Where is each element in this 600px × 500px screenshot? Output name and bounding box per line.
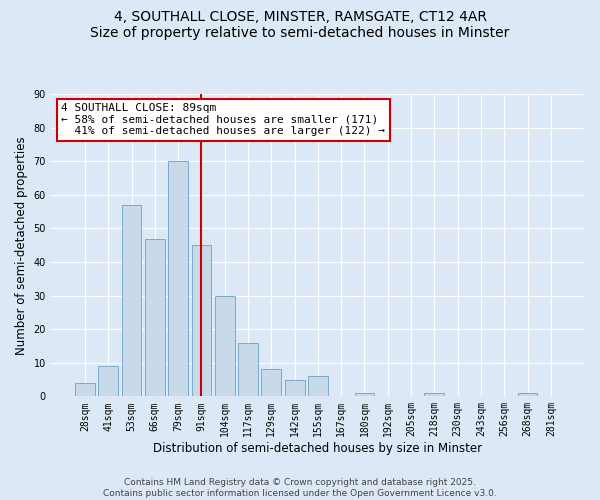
Y-axis label: Number of semi-detached properties: Number of semi-detached properties — [15, 136, 28, 354]
Bar — [191, 246, 211, 396]
Bar — [75, 383, 95, 396]
Bar — [262, 370, 281, 396]
X-axis label: Distribution of semi-detached houses by size in Minster: Distribution of semi-detached houses by … — [154, 442, 482, 455]
Bar — [238, 342, 258, 396]
Bar — [145, 238, 165, 396]
Text: Contains HM Land Registry data © Crown copyright and database right 2025.
Contai: Contains HM Land Registry data © Crown c… — [103, 478, 497, 498]
Text: 4 SOUTHALL CLOSE: 89sqm
← 58% of semi-detached houses are smaller (171)
  41% of: 4 SOUTHALL CLOSE: 89sqm ← 58% of semi-de… — [61, 104, 385, 136]
Bar — [424, 393, 444, 396]
Bar — [215, 296, 235, 396]
Bar — [308, 376, 328, 396]
Bar — [122, 205, 142, 396]
Bar — [518, 393, 538, 396]
Bar — [285, 380, 305, 396]
Bar — [98, 366, 118, 396]
Bar — [168, 162, 188, 396]
Bar — [355, 393, 374, 396]
Text: 4, SOUTHALL CLOSE, MINSTER, RAMSGATE, CT12 4AR
Size of property relative to semi: 4, SOUTHALL CLOSE, MINSTER, RAMSGATE, CT… — [91, 10, 509, 40]
